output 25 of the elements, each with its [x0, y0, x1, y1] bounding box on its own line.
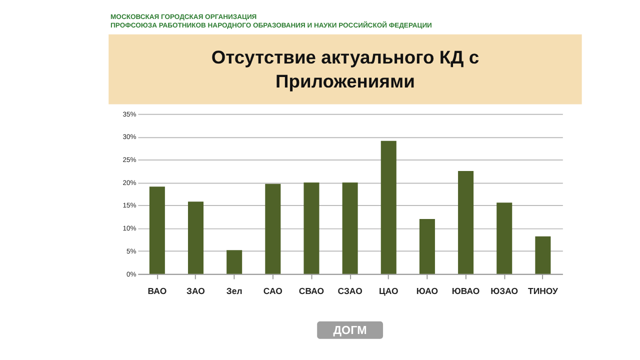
bar [496, 202, 512, 274]
bar [149, 186, 165, 274]
text: Приложениями [276, 70, 415, 92]
bar [535, 236, 551, 274]
bar [458, 171, 474, 274]
bar [380, 140, 396, 274]
bar [342, 182, 358, 274]
text: ДОГМ [333, 324, 367, 338]
bar [304, 182, 320, 274]
text: Отсутствие актуального КД с [211, 46, 480, 68]
bar [226, 250, 242, 274]
bar [265, 184, 281, 274]
x-tick-label: СВАО [298, 286, 324, 296]
x-tick-label: ЦАО [378, 286, 399, 296]
x-tick-label: Зел [226, 286, 242, 296]
x-tick-label: ЮЗАО [490, 286, 518, 296]
bar [419, 219, 435, 274]
x-tick-label: СЗАО [338, 286, 363, 296]
x-tick-label: ЮАО [416, 286, 438, 296]
x-tick-label: ТИНОУ [528, 286, 558, 296]
bar [188, 202, 204, 274]
x-tick-label: ЮВАО [452, 286, 480, 296]
x-tick-label: САО [263, 286, 283, 296]
x-tick-label: ЗАО [186, 286, 206, 296]
x-tick-label: ВАО [148, 286, 167, 296]
